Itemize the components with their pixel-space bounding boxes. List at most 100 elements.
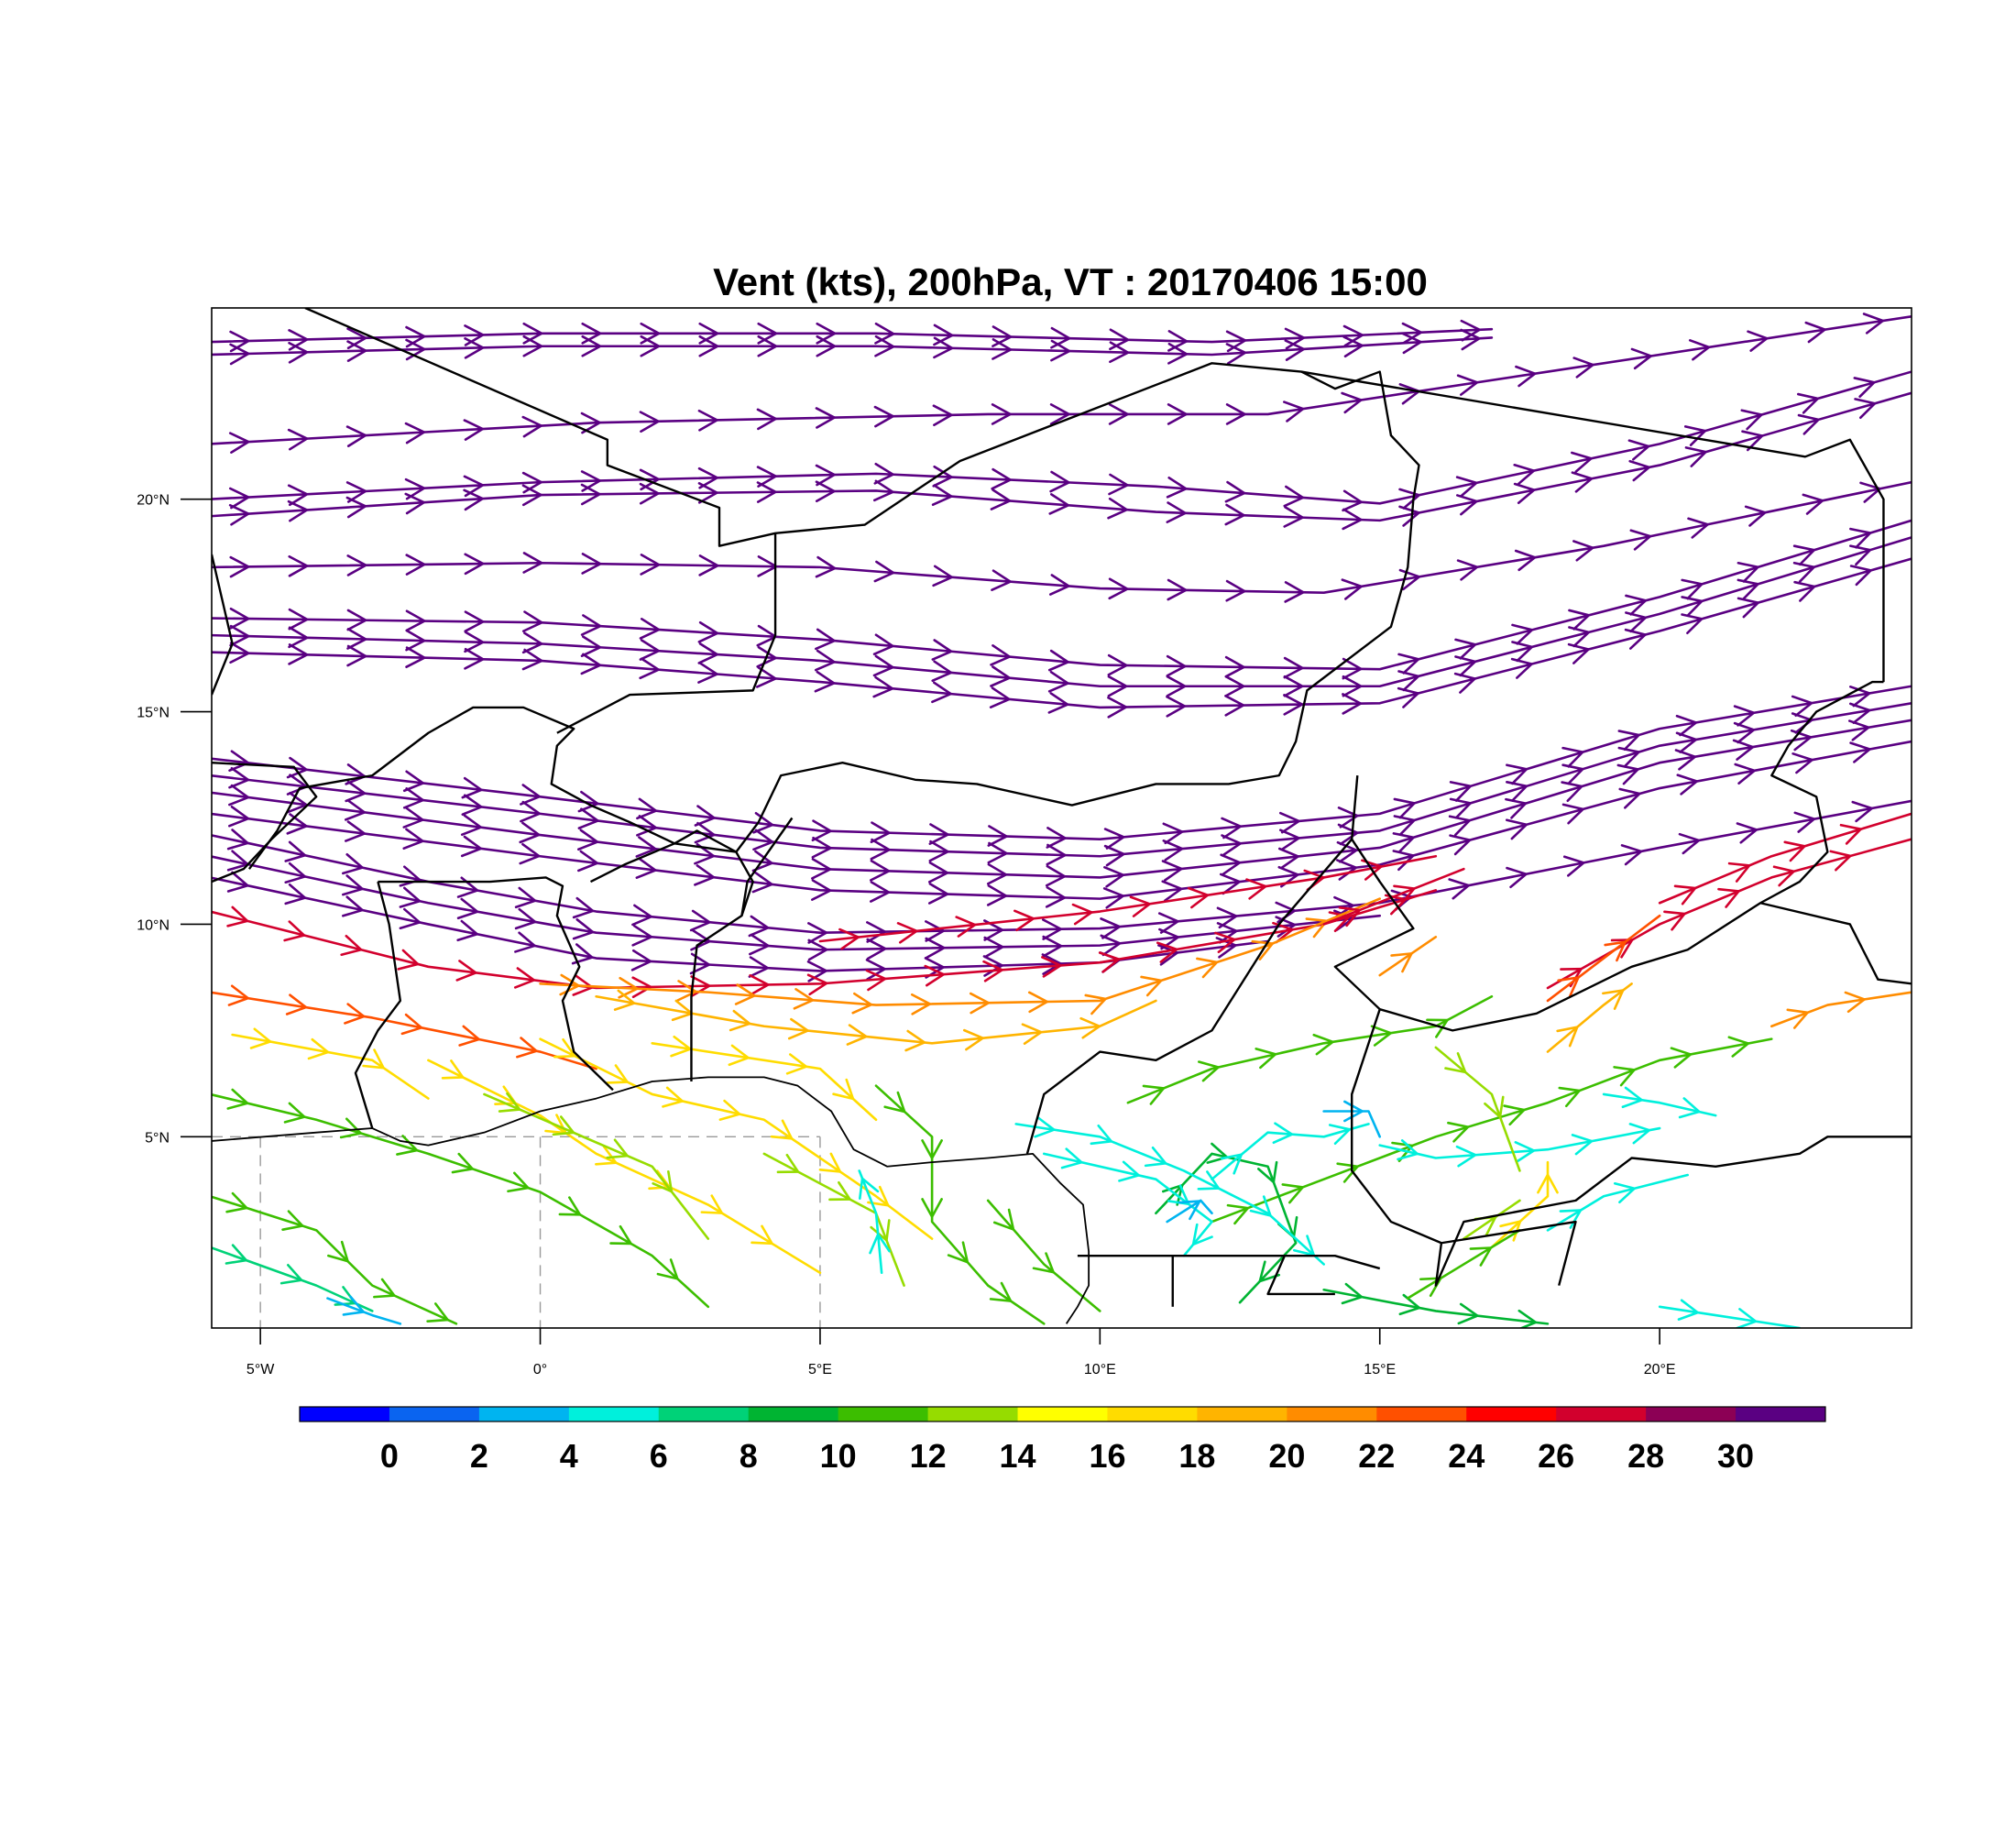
streamline-arrow	[226, 1088, 249, 1110]
streamline-arrow	[514, 931, 536, 953]
streamline-arrow	[1107, 696, 1128, 719]
map-title: Vent (kts), 200hPa, VT : 20170406 15:00	[713, 260, 1428, 303]
streamline-arrow	[793, 988, 815, 1010]
streamline-arrow	[1571, 471, 1594, 493]
country-border	[247, 308, 1420, 870]
x-tick-label: 0°	[533, 1362, 547, 1377]
streamline-arrow	[1454, 655, 1477, 677]
streamline-arrow	[1783, 840, 1806, 862]
streamline-arrow	[307, 1037, 330, 1060]
streamline-arrow	[1166, 501, 1187, 523]
streamline-arrow	[962, 1028, 984, 1051]
streamline-arrow	[399, 907, 422, 929]
streamline-arrow	[1681, 596, 1704, 617]
streamline-arrow	[1046, 827, 1067, 849]
streamline-arrow	[697, 482, 718, 504]
streamline-arrow	[751, 850, 773, 873]
streamline-arrow	[925, 937, 946, 960]
streamline-arrow	[1090, 1124, 1112, 1146]
streamline-arrow	[552, 1115, 575, 1136]
colorbar-swatch	[1017, 1407, 1108, 1421]
streamline-arrow	[1047, 670, 1069, 693]
streamline-arrow	[606, 1064, 629, 1084]
streamline-arrow	[1341, 391, 1363, 414]
streamline-arrow	[1049, 403, 1070, 425]
streamline-arrow	[932, 565, 953, 587]
streamline-arrow	[1166, 675, 1187, 697]
streamline-arrow	[1108, 403, 1129, 425]
streamline-arrow	[1224, 655, 1245, 678]
streamline-arrow	[1568, 609, 1591, 631]
streamline	[1490, 1160, 1550, 1249]
streamline-arrow	[1197, 1170, 1221, 1191]
streamline-arrow	[1103, 844, 1125, 867]
streamline-arrow	[279, 1264, 303, 1285]
streamline-arrow	[814, 670, 836, 693]
streamline-arrow	[1336, 859, 1358, 881]
colorbar-label: 18	[1178, 1437, 1215, 1475]
streamline-arrow	[1506, 866, 1528, 889]
streamline-arrow	[1337, 823, 1359, 846]
streamline-arrow	[818, 1152, 842, 1173]
streamline-arrow	[399, 865, 422, 887]
colorbar-swatch	[1736, 1407, 1826, 1421]
streamline-arrow	[426, 1302, 449, 1323]
streamline-arrow	[694, 805, 716, 827]
streamline-arrow	[1448, 815, 1471, 837]
streamline-arrow	[456, 919, 478, 942]
streamline-arrow	[1032, 1252, 1055, 1274]
streamline-arrow	[1675, 731, 1698, 753]
streamline-arrow	[1277, 847, 1299, 870]
streamline-arrow	[577, 807, 599, 829]
streamline-arrow	[1342, 693, 1363, 715]
streamline-arrow	[1419, 1277, 1442, 1298]
streamline-arrow	[931, 660, 953, 682]
streamline-arrow	[811, 836, 832, 859]
streamline-arrow	[814, 649, 836, 672]
colorbar-swatch	[1376, 1407, 1467, 1421]
streamline-arrow	[344, 820, 367, 842]
streamline-arrow	[1342, 335, 1364, 358]
streamline-arrow	[461, 776, 483, 799]
country-border	[1077, 1254, 1381, 1270]
streamline-arrow	[757, 335, 778, 357]
country-border	[1025, 838, 1353, 1155]
streamline-arrow	[1675, 714, 1698, 737]
streamline-arrow	[1021, 1023, 1043, 1045]
streamline-arrow	[288, 341, 309, 364]
streamline-arrow	[1792, 561, 1815, 583]
streamline-arrow	[1337, 807, 1359, 829]
streamline-arrow	[1100, 934, 1122, 957]
streamline	[1322, 867, 1465, 926]
streamline-arrow	[815, 555, 837, 578]
streamline-arrow	[577, 790, 599, 813]
streamline-arrow	[828, 1180, 851, 1202]
streamline-arrow	[249, 1027, 272, 1049]
streamline-arrow	[606, 1138, 629, 1159]
coastlines-and-borders	[212, 308, 1912, 1324]
streamline-arrow	[1157, 944, 1179, 966]
streamline-arrow	[1567, 642, 1590, 664]
streamline	[1546, 1173, 1689, 1232]
colorbar-label: 24	[1448, 1437, 1485, 1475]
streamline-arrow	[1747, 330, 1769, 352]
streamline-arrow	[749, 933, 770, 956]
streamline-arrow	[1628, 1123, 1651, 1145]
streamline-arrow	[1118, 1160, 1140, 1182]
streamline-arrow	[1859, 481, 1881, 503]
streamline-arrow	[1167, 403, 1188, 425]
y-tick-label: 15°N	[137, 706, 170, 721]
streamline-arrow	[281, 1210, 304, 1231]
streamline-arrow	[342, 895, 364, 917]
streamline-arrow	[339, 1117, 362, 1139]
streamline-arrow	[873, 560, 895, 583]
colorbar-swatch	[1556, 1407, 1647, 1421]
streamline-arrow	[1219, 873, 1241, 895]
streamline	[1658, 812, 1912, 905]
streamline-arrow	[816, 335, 837, 357]
streamline-arrow	[931, 484, 953, 507]
streamline-arrow	[1561, 781, 1583, 803]
streamline-arrow	[402, 828, 424, 851]
streamline-arrow	[928, 840, 949, 862]
streamline-arrow	[1616, 763, 1639, 785]
